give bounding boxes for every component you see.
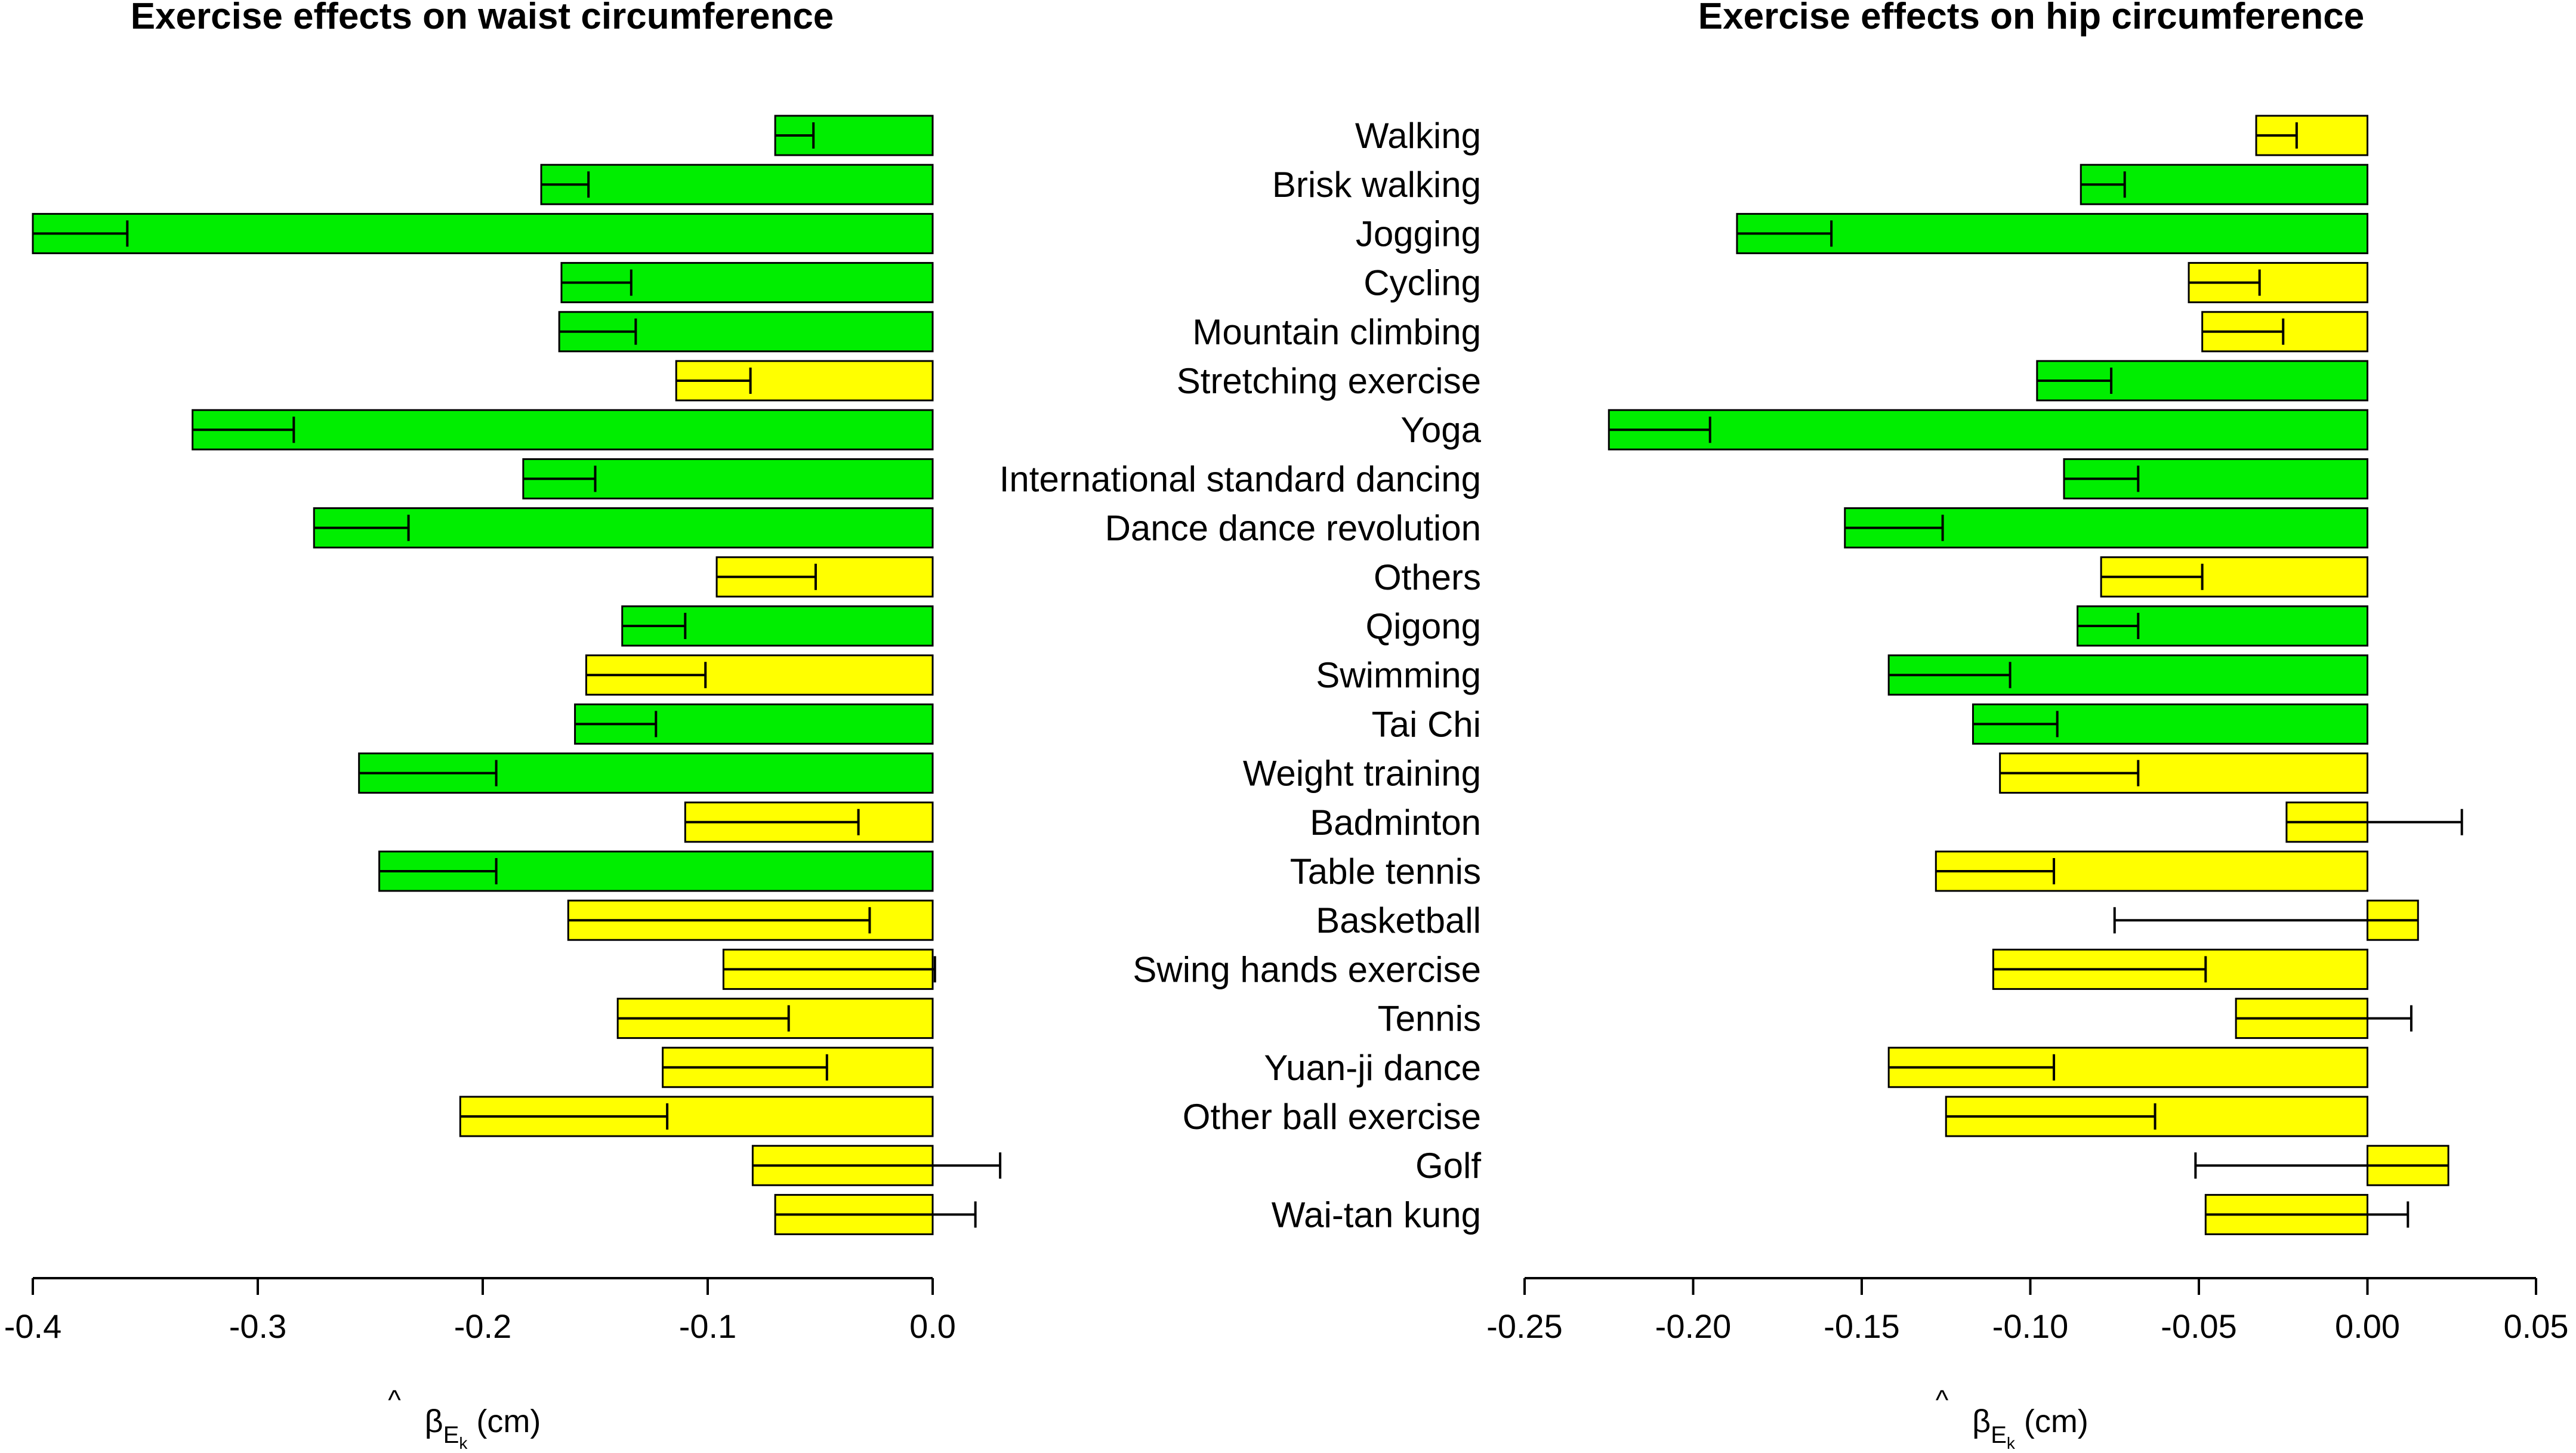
waist-x-tick-label: -0.1 <box>679 1307 737 1345</box>
waist-x-tick-label: -0.3 <box>229 1307 287 1345</box>
category-label-dance-dance-revolution: Dance dance revolution <box>1105 508 1481 548</box>
waist-x-tick-label: -0.2 <box>454 1307 512 1345</box>
hip-x-tick-label: -0.15 <box>1824 1307 1900 1345</box>
waist-bar-mountain-climbing <box>558 311 934 353</box>
category-label-other-ball-exercise: Other ball exercise <box>1183 1097 1481 1137</box>
category-label-walking: Walking <box>1355 116 1481 156</box>
category-label-qigong: Qigong <box>1366 606 1481 646</box>
category-label-jogging: Jogging <box>1356 214 1481 254</box>
hip-chart: -0.25 -0.20 -0.15 -0.10 -0.05 0.00 0.05 βEk (cm… <box>1486 115 2569 1452</box>
category-label-brisk-walking: Brisk walking <box>1272 165 1481 205</box>
category-label-stretching-exercise: Stretching exercise <box>1177 361 1481 401</box>
category-label-wai-tan-kung: Wai-tan kung <box>1272 1195 1481 1235</box>
category-label-tennis: Tennis <box>1378 999 1481 1039</box>
category-label-yuan-ji-dance: Yuan-ji dance <box>1264 1048 1481 1088</box>
hip-x-tick-label: 0.00 <box>2335 1307 2400 1345</box>
category-label-swing-hands-exercise: Swing hands exercise <box>1133 949 1481 989</box>
category-label-others: Others <box>1374 557 1481 597</box>
category-label-golf: Golf <box>1415 1146 1481 1186</box>
waist-x-tick-label: -0.4 <box>4 1307 62 1345</box>
hip-x-tick-label: -0.20 <box>1655 1307 1732 1345</box>
waist-chart-title: Exercise effects on waist circumference <box>131 0 834 37</box>
category-label-cycling: Cycling <box>1363 263 1481 303</box>
hip-bar-yoga <box>1608 409 2368 451</box>
hip-bar-brisk-walking <box>2080 163 2368 205</box>
category-label-international-standard-dancing: International standard dancing <box>999 459 1481 499</box>
waist-bar-yoga <box>192 409 934 451</box>
hip-x-tick-label: -0.25 <box>1486 1307 1563 1345</box>
category-label-badminton: Badminton <box>1310 803 1481 843</box>
waist-bar-brisk-walking <box>540 163 934 205</box>
hip-x-tick-label: -0.05 <box>2161 1307 2237 1345</box>
category-label-basketball: Basketball <box>1316 900 1481 940</box>
category-label-swimming: Swimming <box>1316 655 1481 695</box>
waist-x-axis-label-hat: ^ <box>388 1384 401 1415</box>
waist-x-axis-label: βEk (cm) <box>425 1403 541 1452</box>
hip-x-tick-label: -0.10 <box>1992 1307 2069 1345</box>
category-label-table-tennis: Table tennis <box>1290 852 1481 891</box>
waist-chart: -0.4 -0.3 -0.2 -0.1 0.0 βEk (cm) ^ <box>4 115 1002 1452</box>
category-labels: Walking Brisk walking Jogging Cycling Mounta… <box>999 116 1482 1235</box>
waist-x-tick-label: 0.0 <box>909 1307 956 1345</box>
waist-bar-jogging <box>32 212 934 254</box>
category-label-yoga: Yoga <box>1400 410 1481 450</box>
hip-chart-title: Exercise effects on hip circumference <box>1698 0 2364 37</box>
category-label-mountain-climbing: Mountain climbing <box>1192 312 1481 352</box>
hip-x-axis-label: βEk (cm) <box>1972 1403 2088 1452</box>
category-label-tai-chi: Tai Chi <box>1372 704 1481 744</box>
hip-x-tick-label: 0.05 <box>2504 1307 2569 1345</box>
hip-x-axis-label-hat: ^ <box>1936 1384 1949 1415</box>
category-label-weight-training: Weight training <box>1243 754 1481 794</box>
